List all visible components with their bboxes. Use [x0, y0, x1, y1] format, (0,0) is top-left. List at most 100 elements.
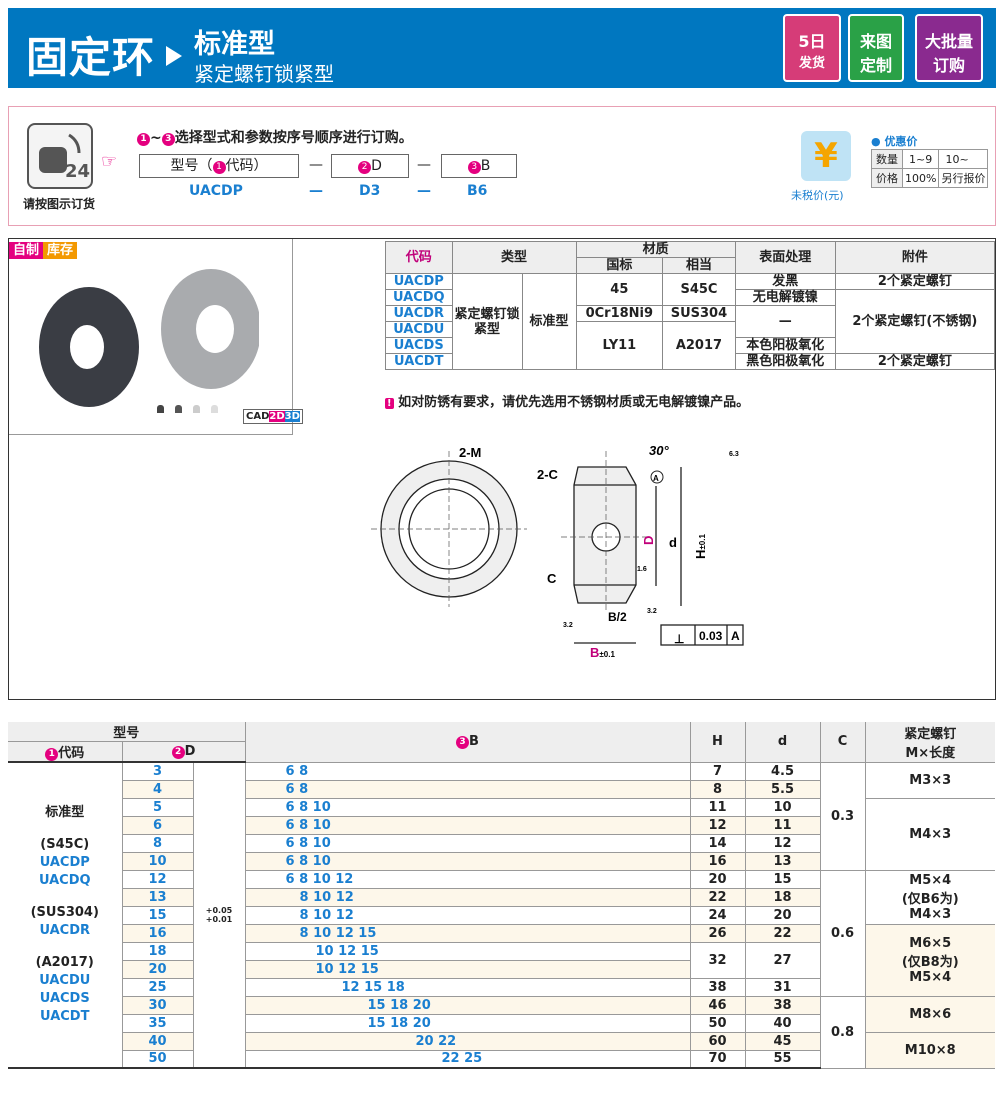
price-caption: 未税价(元) [791, 189, 844, 202]
B-values: 8 10 12 [244, 888, 690, 907]
B-values: 8 10 12 15 [244, 924, 690, 943]
spec-table: 代码 类型 材质 表面处理 附件 国标 相当 UACDP 紧定螺钉锁紧型 标准型 45 S45C 发… [385, 241, 996, 370]
svg-text:2-M: 2-M [459, 445, 481, 460]
svg-text:1.6: 1.6 [637, 566, 647, 573]
d-value: 45 [744, 1032, 820, 1051]
example-B: B6 [467, 183, 488, 199]
table-row: 13 8 10 12 22 18 [8, 888, 995, 907]
B-values: 6 8 10 [244, 852, 690, 871]
D-value: 18 [121, 942, 193, 961]
table-row: 标准型 (S45C) UACDP UACDQ (SUS304) UACDR (A2017) U… [8, 762, 995, 1069]
note-icon: ! [385, 398, 394, 409]
D-value: 10 [121, 852, 193, 871]
B-values: 20 22 [244, 1032, 690, 1051]
badge-5day-delivery: 5日 发货 [783, 14, 841, 82]
table-row: 25 12 15 18 38 31 [8, 978, 995, 997]
svg-text:B/2: B/2 [608, 610, 627, 624]
svg-text:A: A [653, 474, 659, 483]
d-value: 31 [744, 978, 820, 997]
svg-text:d: d [669, 535, 677, 550]
product-title: 固定环 [26, 33, 156, 82]
d-value: 55 [744, 1050, 820, 1069]
H-value: 16 [689, 852, 745, 871]
badge-custom-drawing: 来图 定制 [848, 14, 904, 82]
d-value: 38 [744, 996, 820, 1015]
d-value: 20 [744, 906, 820, 925]
D-value: 15 [121, 906, 193, 925]
svg-text:D: D [641, 536, 656, 545]
code-column: 标准型 (S45C) UACDP UACDQ (SUS304) UACDR (A2017) U… [8, 762, 122, 1069]
svg-text:C: C [547, 571, 557, 586]
table-row: 35 15 18 20 50 40 [8, 1014, 995, 1033]
D-value: 50 [121, 1050, 193, 1069]
dash: — [309, 157, 323, 173]
D-value: 4 [121, 780, 193, 799]
D-value: 20 [121, 960, 193, 979]
D-value: 6 [121, 816, 193, 835]
table-row: 12 6 8 10 12 20 15 0.6 M5×4 (仅B6为) M4×3 [8, 870, 995, 997]
B-values: 6 8 10 [244, 834, 690, 853]
d-value: 15 [744, 870, 820, 889]
H-value: 32 [689, 942, 745, 979]
dash: — [309, 183, 323, 199]
dash: — [417, 183, 431, 199]
phone-24-icon: 24 [27, 123, 93, 189]
H-value: 8 [689, 780, 745, 799]
D-value: 12 [121, 870, 193, 889]
screw-size: M3×3 [864, 762, 995, 799]
product-section: 自制 库存 CAD2D3D 代码 类型 材质 表面处理 附件 国标 相当 UACDP 紧定螺钉… [8, 238, 996, 700]
H-value: 38 [689, 978, 745, 997]
D-value: 30 [121, 996, 193, 1015]
B-values: 15 18 20 [244, 1014, 690, 1033]
D-value: 16 [121, 924, 193, 943]
screw-size: M10×8 [864, 1032, 995, 1069]
D-value: 35 [121, 1014, 193, 1033]
order-instruction: 1 ~3 选择型式和参数按序号顺序进行订购。 [137, 127, 413, 147]
order-icon-caption: 请按图示订货 [23, 197, 96, 211]
D-value: 8 [121, 834, 193, 853]
technical-drawing: 2-M 2-C C 30° D d H±0.1 B±0.1 B/2 6.3 1.… [371, 443, 744, 660]
svg-text:24: 24 [65, 161, 90, 182]
tag-in-stock: 库存 [43, 242, 78, 259]
table-row: 6 6 8 10 12 11 [8, 816, 995, 835]
B-values: 6 8 10 12 [244, 870, 690, 889]
H-value: 12 [689, 816, 745, 835]
yen-icon: ¥ [801, 131, 851, 181]
H-value: 20 [689, 870, 745, 889]
B-values: 6 8 10 [244, 816, 690, 835]
svg-text:H±0.1: H±0.1 [693, 534, 708, 559]
B-values: 6 8 [244, 762, 690, 781]
product-subtitle: 标准型 [194, 29, 275, 60]
D-value: 25 [121, 978, 193, 997]
pointing-hand-icon: ☞ [101, 151, 118, 172]
B-values: 10 12 15 [244, 942, 690, 961]
d-value: 12 [744, 834, 820, 853]
B-values: 6 8 [244, 780, 690, 799]
d-value: 40 [744, 1014, 820, 1033]
B-values: 22 25 [244, 1050, 690, 1069]
arrow-icon [166, 46, 182, 66]
table-row: 30 15 18 20 46 38 0.8 M8×6 [8, 996, 995, 1069]
table-row: 40 20 22 60 45 M10×8 [8, 1032, 995, 1069]
D-tolerance: +0.05 +0.01 [192, 762, 245, 1069]
D-value: 3 [121, 762, 193, 781]
d-value: 22 [744, 924, 820, 943]
D-value: 40 [121, 1032, 193, 1051]
H-value: 70 [689, 1050, 745, 1069]
H-value: 7 [689, 762, 745, 781]
C-value: 0.8 [819, 996, 865, 1069]
C-value: 0.6 [819, 870, 865, 997]
svg-text:3.2: 3.2 [563, 622, 573, 629]
table-row: 18 10 12 15 32 27 [8, 942, 995, 979]
svg-text:⊥: ⊥ [674, 632, 684, 646]
product-subtitle-2: 紧定螺钉锁紧型 [194, 62, 334, 86]
d-value: 13 [744, 852, 820, 871]
badge-bulk-order: 大批量 订购 [915, 14, 983, 82]
H-value: 14 [689, 834, 745, 853]
H-value: 26 [689, 924, 745, 943]
screw-size: M8×6 [864, 996, 995, 1033]
table-row: 16 8 10 12 15 26 22 M6×5 (仅B8为) M5×4 [8, 924, 995, 997]
svg-text:0.03: 0.03 [699, 629, 723, 643]
